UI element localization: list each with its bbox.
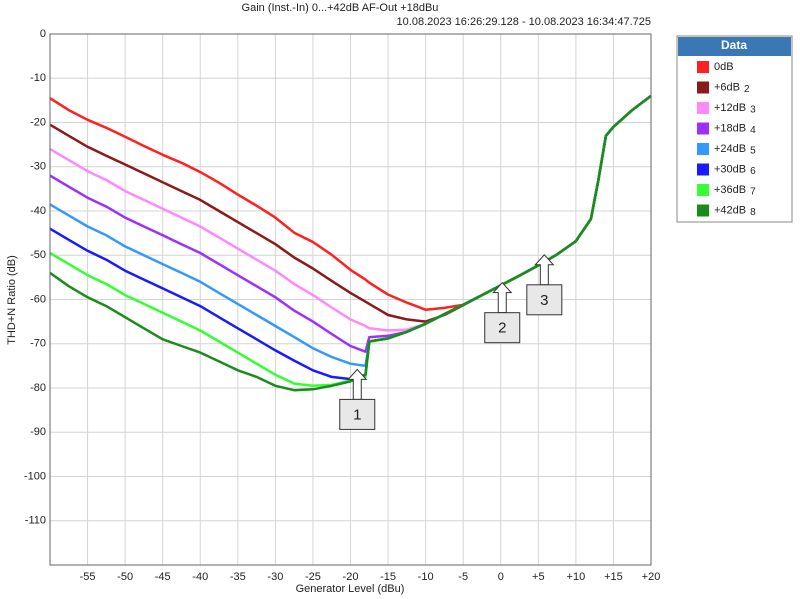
legend-swatch (697, 184, 709, 196)
legend-label: 0dB (714, 61, 734, 73)
x-tick-label: -15 (380, 571, 396, 583)
legend-index: 6 (750, 166, 756, 177)
legend-label: +12dB (714, 102, 746, 114)
annotation-label: 2 (498, 320, 506, 337)
legend-swatch (697, 204, 709, 217)
legend-index: 7 (750, 187, 756, 198)
legend-label: +24dB (714, 143, 746, 155)
x-tick-label: -5 (458, 571, 468, 583)
legend-index: 4 (750, 125, 756, 136)
legend-index: 2 (744, 84, 750, 95)
y-tick-label: -80 (30, 382, 46, 394)
y-tick-label: -60 (30, 293, 46, 305)
x-tick-label: -45 (155, 571, 171, 583)
legend-box (676, 35, 793, 223)
annotation-box (526, 284, 563, 316)
legend-label: +30dB (714, 163, 746, 175)
y-tick-label: -10 (30, 72, 46, 84)
x-tick-label: +5 (532, 571, 545, 583)
chart-subtitle: 10.08.2023 16:26:29.128 - 10.08.2023 16:… (397, 16, 651, 28)
y-tick-label: -40 (30, 205, 46, 217)
y-tick-label: 0 (40, 28, 46, 40)
x-tick-label: -55 (80, 571, 96, 583)
y-tick-label: -110 (25, 515, 46, 527)
y-tick-label: -70 (30, 338, 46, 350)
legend-label: +18dB (714, 122, 746, 134)
series-line (49, 94, 652, 392)
y-tick-label: -50 (30, 249, 46, 261)
plot-frame (49, 33, 652, 566)
legend-index: 3 (750, 105, 756, 116)
legend-swatch (697, 143, 709, 155)
x-tick-label: 0 (498, 571, 504, 583)
x-tick-label: +10 (567, 571, 586, 583)
x-tick-label: +20 (642, 571, 661, 583)
x-tick-label: -40 (192, 571, 208, 583)
chart-title: Gain (Inst.-In) 0...+42dB AF-Out +18dBu (242, 2, 439, 14)
legend-swatch (697, 102, 709, 114)
legend-label: +42dB (714, 204, 746, 216)
legend-label: +36dB (714, 184, 746, 196)
x-tick-label: -30 (267, 571, 283, 583)
x-tick-label: -10 (418, 571, 434, 583)
legend-header (678, 37, 791, 56)
x-tick-label: -50 (117, 571, 133, 583)
y-axis-label: THD+N Ratio (dB) (6, 255, 18, 345)
y-tick-label: -90 (30, 426, 46, 438)
x-tick-label: -25 (305, 571, 321, 583)
legend-swatch (697, 81, 709, 94)
legend-title: Data (721, 38, 747, 52)
y-tick-label: -100 (24, 470, 46, 482)
legend-swatch (697, 163, 709, 176)
x-tick-label: -20 (343, 571, 359, 583)
legend-index: 8 (750, 207, 756, 218)
annotation-label: 1 (353, 406, 361, 423)
x-tick-label: -35 (230, 571, 246, 583)
legend-index: 5 (750, 146, 756, 157)
y-tick-label: -30 (30, 161, 46, 173)
annotation-box (339, 398, 376, 430)
legend-label: +6dB (714, 81, 740, 93)
x-tick-label: +15 (604, 571, 623, 583)
annotation-label: 3 (540, 292, 548, 309)
annotation-box (484, 312, 521, 344)
x-axis-label: Generator Level (dBu) (296, 583, 405, 595)
legend-swatch (697, 61, 709, 73)
y-tick-label: -20 (30, 116, 46, 128)
legend-swatch (697, 122, 709, 135)
